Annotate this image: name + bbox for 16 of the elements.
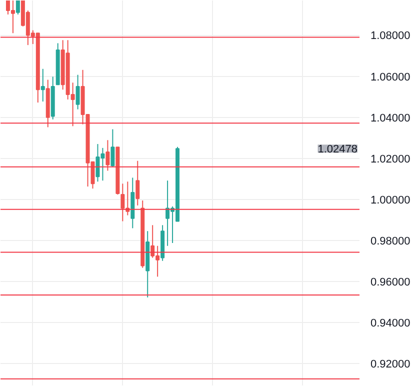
y-tick-label: 0.96000 — [370, 276, 410, 289]
candlestick — [110, 128, 115, 168]
y-tick-label: 0.94000 — [370, 318, 410, 330]
candlestick — [40, 68, 45, 102]
candlestick — [16, 0, 20, 15]
annotation: 1.02478 — [318, 144, 358, 156]
candlestick — [106, 140, 110, 172]
y-tick-label: 1.00000 — [370, 194, 410, 206]
y-tick-label: 1.08000 — [370, 30, 410, 42]
candlestick — [76, 74, 80, 110]
candlestick — [136, 160, 140, 206]
y-tick-label: 1.06000 — [370, 71, 410, 84]
y-tick-label: 1.02000 — [370, 153, 410, 166]
y-tick-label: 0.98000 — [370, 236, 410, 248]
y-tick-label: 1.04000 — [370, 112, 410, 124]
y-tick-label: 0.92000 — [370, 358, 410, 371]
